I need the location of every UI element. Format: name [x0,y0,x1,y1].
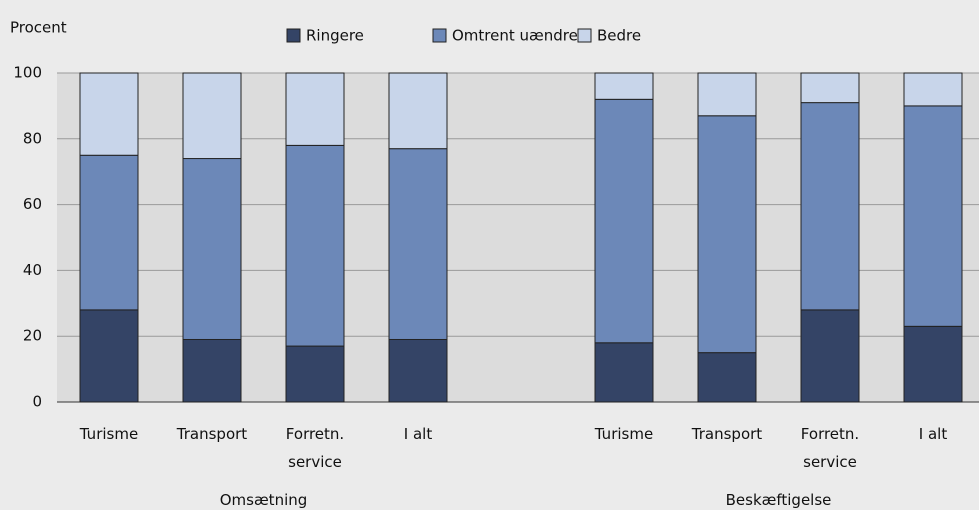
x-tick-label: Transport [176,425,248,443]
x-tick-label: Turisme [594,425,654,443]
y-tick-label: 20 [23,327,42,345]
group-label: Beskæftigelse [725,491,832,509]
bar-segment [79,72,139,156]
legend-swatch [577,28,592,43]
x-tick-label: Forretn. service [285,425,345,471]
bar-segment [903,325,963,403]
bar-segment [800,309,860,403]
x-tick-label: I alt [918,425,948,443]
group-label: Omsætning [219,491,308,509]
bar-segment [594,72,654,100]
bar-segment [182,72,242,160]
y-tick-label: 100 [13,64,42,82]
bar-segment [697,72,757,117]
bar-segment [182,338,242,403]
bar-segment [697,352,757,403]
y-tick-label: 0 [32,393,42,411]
bar-segment [182,158,242,340]
bar-segment [697,115,757,354]
y-tick-label: 60 [23,195,42,213]
bar-segment [388,148,448,340]
legend-label: Bedre [597,27,641,45]
bar-segment [800,102,860,311]
bar-segment [903,72,963,107]
legend-swatch [432,28,447,43]
bar-segment [594,342,654,403]
bar-segment [285,345,345,403]
x-tick-label: I alt [403,425,433,443]
legend-label: Omtrent uændret [452,27,584,45]
bar-segment [79,309,139,403]
x-tick-label: Forretn. service [800,425,860,471]
bar-segment [388,338,448,403]
bar-segment [903,105,963,327]
x-tick-label: Turisme [79,425,139,443]
legend-swatch [286,28,301,43]
bar-segment [79,154,139,311]
y-tick-label: 40 [23,261,42,279]
bar-segment [285,144,345,347]
bar-segment [285,72,345,146]
bar-segment [594,98,654,344]
legend-label: Ringere [306,27,364,45]
y-axis-label: Procent [10,19,67,37]
x-tick-label: Transport [691,425,763,443]
bar-segment [388,72,448,150]
y-tick-label: 80 [23,129,42,147]
bar-segment [800,72,860,104]
